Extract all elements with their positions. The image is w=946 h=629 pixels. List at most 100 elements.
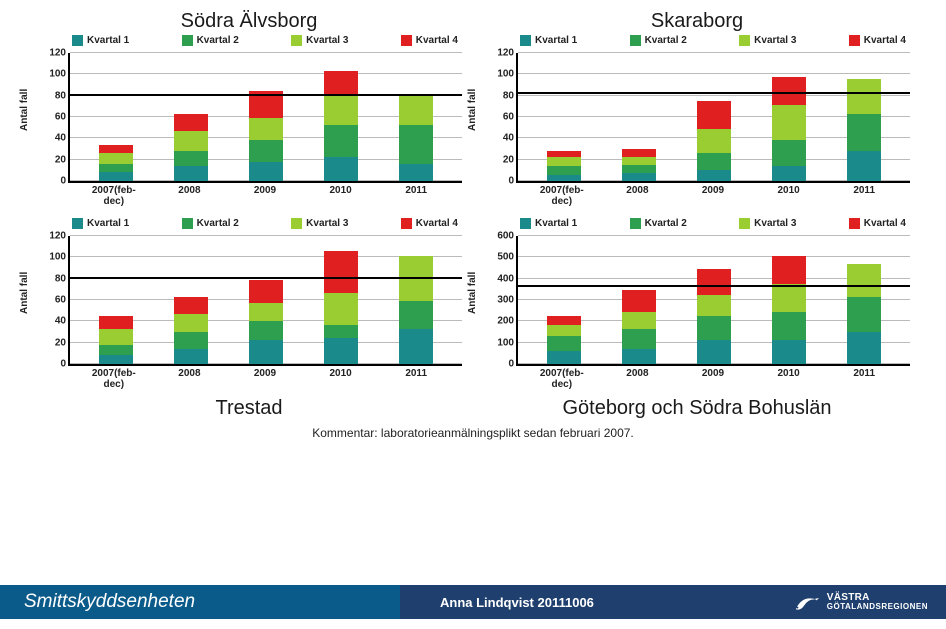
x-category: 2011	[837, 185, 891, 207]
bar-segment-q1	[99, 355, 133, 364]
legend-swatch	[849, 35, 860, 46]
bar-segment-q2	[99, 345, 133, 356]
legend-label: Kvartal 1	[87, 218, 129, 229]
footer-left: Smittskyddsenheten	[0, 585, 400, 619]
page: Södra ÄlvsborgKvartal 1Kvartal 2Kvartal …	[0, 0, 946, 629]
bar-segment-q3	[622, 312, 656, 329]
bar-segment-q1	[99, 172, 133, 181]
legend-label: Kvartal 1	[87, 35, 129, 46]
chart-legend: Kvartal 1Kvartal 2Kvartal 3Kvartal 4	[68, 218, 462, 229]
bar-segment-q3	[772, 284, 806, 312]
bar-segment-q2	[174, 332, 208, 349]
bar-segment-q3	[249, 118, 283, 140]
x-category: 2008	[162, 185, 216, 207]
chart-sodra-alvsborg: Södra ÄlvsborgKvartal 1Kvartal 2Kvartal …	[30, 10, 468, 210]
legend-label: Kvartal 4	[864, 35, 906, 46]
reference-line	[518, 285, 910, 287]
bar-segment-q4	[99, 316, 133, 329]
legend-label: Kvartal 1	[535, 218, 577, 229]
chart-title: Södra Älvsborg	[30, 10, 468, 33]
legend-item: Kvartal 3	[291, 218, 348, 229]
y-tick: 60	[40, 295, 66, 306]
legend-item: Kvartal 3	[739, 218, 796, 229]
bar-segment-q1	[249, 162, 283, 182]
x-category: 2008	[162, 368, 216, 390]
crane-icon	[791, 590, 823, 614]
y-axis-label: Antal fall	[467, 89, 478, 131]
stacked-bar	[622, 149, 656, 181]
stacked-bar	[324, 251, 358, 364]
bar-segment-q2	[847, 114, 881, 151]
bar-segment-q1	[547, 351, 581, 364]
chart-wrap: Kvartal 1Kvartal 2Kvartal 3Kvartal 4Anta…	[30, 35, 468, 210]
y-axis-label: Antal fall	[19, 272, 30, 314]
chart-title: Trestad	[30, 397, 468, 420]
legend-label: Kvartal 1	[535, 35, 577, 46]
bar-segment-q2	[697, 316, 731, 340]
legend-swatch	[849, 218, 860, 229]
bar-segment-q3	[324, 94, 358, 124]
x-category: 2009	[238, 185, 292, 207]
legend-item: Kvartal 3	[739, 35, 796, 46]
x-category: 2010	[762, 185, 816, 207]
stacked-bar	[249, 91, 283, 181]
footer-bar: Smittskyddsenheten Anna Lindqvist 201110…	[0, 585, 946, 619]
x-labels: 2007(feb-dec)2008200920102011	[516, 183, 910, 207]
chart-skaraborg: Skaraborg Kvartal 1 Kvartal 2 Kvartal 3 Kvar…	[478, 10, 916, 210]
bar-segment-q1	[324, 157, 358, 181]
bar-segment-q1	[174, 166, 208, 181]
bars-row	[70, 236, 462, 364]
y-tick: 400	[488, 273, 514, 284]
plot-area: 020406080100120	[516, 53, 910, 183]
legend-swatch	[739, 218, 750, 229]
bar-segment-q1	[324, 338, 358, 364]
legend-label: Kvartal 3	[306, 35, 348, 46]
bar-segment-q4	[99, 145, 133, 153]
legend-label: Kvartal 2	[645, 35, 687, 46]
legend-item: Kvartal 1	[72, 35, 129, 46]
chart-wrap: Kvartal 1Kvartal 2Kvartal 3Kvartal 4Anta…	[478, 35, 916, 210]
x-category: 2010	[314, 368, 368, 390]
vg-logo: VÄSTRA GÖTALANDSREGIONEN	[791, 590, 928, 614]
legend-swatch	[630, 35, 641, 46]
y-tick: 120	[40, 231, 66, 242]
bar-segment-q4	[697, 101, 731, 129]
stacked-bar	[772, 256, 806, 364]
bar-segment-q4	[772, 256, 806, 284]
stacked-bar	[399, 94, 433, 181]
stacked-bar	[697, 101, 731, 181]
reference-line	[518, 92, 910, 94]
plot-area: 0100200300400500600	[516, 236, 910, 366]
bar-segment-q2	[399, 125, 433, 164]
x-category: 2009	[686, 368, 740, 390]
bar-segment-q3	[847, 264, 881, 297]
bar-segment-q1	[772, 340, 806, 364]
stacked-bar	[847, 79, 881, 181]
chart-title: Göteborg och Södra Bohuslän	[478, 397, 916, 420]
bar-segment-q2	[324, 125, 358, 158]
footer-brand: VÄSTRA GÖTALANDSREGIONEN	[791, 585, 928, 619]
bar-segment-q2	[622, 329, 656, 349]
y-tick: 600	[488, 231, 514, 242]
x-category: 2009	[238, 368, 292, 390]
chart-wrap: Kvartal 1Kvartal 2Kvartal 3Kvartal 4Anta…	[478, 218, 916, 393]
legend-label: Kvartal 4	[416, 218, 458, 229]
bars-row	[70, 53, 462, 181]
legend-item: Kvartal 2	[630, 218, 687, 229]
legend-item: Kvartal 4	[849, 218, 906, 229]
y-tick: 80	[488, 90, 514, 101]
x-category: 2007(feb-dec)	[87, 368, 141, 390]
bar-segment-q1	[697, 340, 731, 364]
stacked-bar	[99, 316, 133, 364]
legend-item: Kvartal 1	[72, 218, 129, 229]
bar-segment-q2	[399, 301, 433, 329]
x-labels: 2007(feb-dec)2008200920102011	[516, 366, 910, 390]
y-tick: 40	[40, 316, 66, 327]
brand-line2: GÖTALANDSREGIONEN	[827, 603, 928, 611]
chart-title: Skaraborg	[478, 10, 916, 33]
legend-label: Kvartal 4	[864, 218, 906, 229]
legend-item: Kvartal 2	[630, 35, 687, 46]
x-category: 2008	[610, 185, 664, 207]
bar-segment-q3	[697, 295, 731, 317]
legend-swatch	[72, 35, 83, 46]
